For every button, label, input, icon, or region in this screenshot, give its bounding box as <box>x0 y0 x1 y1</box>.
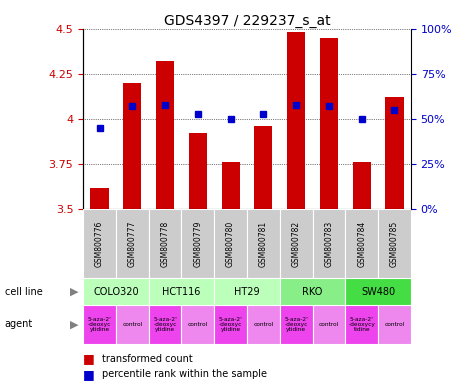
Text: COLO320: COLO320 <box>93 287 139 297</box>
Bar <box>181 209 214 278</box>
Text: GSM800777: GSM800777 <box>128 221 137 267</box>
Text: GSM800784: GSM800784 <box>357 221 366 267</box>
Bar <box>222 162 239 209</box>
Bar <box>280 209 313 278</box>
Text: 5-aza-2'
-deoxyc
ytidine: 5-aza-2' -deoxyc ytidine <box>218 316 243 333</box>
Bar <box>116 305 149 344</box>
Bar <box>313 305 345 344</box>
Text: ■: ■ <box>83 353 95 366</box>
Text: RKO: RKO <box>303 287 323 297</box>
Bar <box>83 209 116 278</box>
Bar <box>345 209 378 278</box>
Text: ▶: ▶ <box>70 319 78 329</box>
Bar <box>83 278 149 305</box>
Text: ■: ■ <box>83 368 95 381</box>
Text: GSM800781: GSM800781 <box>259 221 268 267</box>
Text: GSM800776: GSM800776 <box>95 221 104 267</box>
Text: cell line: cell line <box>5 287 42 297</box>
Bar <box>378 305 411 344</box>
Text: transformed count: transformed count <box>102 354 193 364</box>
Bar <box>91 188 108 209</box>
Bar <box>247 305 280 344</box>
Text: GSM800780: GSM800780 <box>226 221 235 267</box>
Bar <box>116 209 149 278</box>
Text: HT29: HT29 <box>234 287 260 297</box>
Bar <box>214 278 280 305</box>
Text: 5-aza-2'
-deoxyc
ytidine: 5-aza-2' -deoxyc ytidine <box>284 316 308 333</box>
Text: agent: agent <box>5 319 33 329</box>
Text: SW480: SW480 <box>361 287 395 297</box>
Title: GDS4397 / 229237_s_at: GDS4397 / 229237_s_at <box>164 14 330 28</box>
Bar <box>287 32 305 209</box>
Bar <box>83 305 116 344</box>
Bar <box>149 278 214 305</box>
Bar <box>214 209 247 278</box>
Text: control: control <box>122 322 142 327</box>
Text: HCT116: HCT116 <box>162 287 200 297</box>
Text: percentile rank within the sample: percentile rank within the sample <box>102 369 267 379</box>
Text: control: control <box>384 322 405 327</box>
Text: control: control <box>253 322 274 327</box>
Bar <box>353 162 370 209</box>
Bar <box>156 61 174 209</box>
Text: GSM800785: GSM800785 <box>390 221 399 267</box>
Bar <box>124 83 141 209</box>
Bar <box>280 305 313 344</box>
Bar <box>247 209 280 278</box>
Bar <box>149 305 181 344</box>
Bar <box>313 209 345 278</box>
Text: 5-aza-2'
-deoxyc
ytidine: 5-aza-2' -deoxyc ytidine <box>87 316 112 333</box>
Text: GSM800779: GSM800779 <box>193 221 202 267</box>
Text: control: control <box>188 322 208 327</box>
Bar <box>320 38 338 209</box>
Text: control: control <box>319 322 339 327</box>
Bar <box>378 209 411 278</box>
Bar <box>345 278 411 305</box>
Bar <box>255 126 272 209</box>
Bar <box>345 305 378 344</box>
Text: GSM800783: GSM800783 <box>324 221 333 267</box>
Bar <box>149 209 181 278</box>
Bar <box>280 278 345 305</box>
Bar <box>214 305 247 344</box>
Bar <box>181 305 214 344</box>
Text: GSM800782: GSM800782 <box>292 221 301 267</box>
Bar <box>386 98 403 209</box>
Text: GSM800778: GSM800778 <box>161 221 170 267</box>
Bar <box>189 134 207 209</box>
Text: 5-aza-2'
-deoxycy
tidine: 5-aza-2' -deoxycy tidine <box>348 316 375 333</box>
Text: 5-aza-2'
-deoxyc
ytidine: 5-aza-2' -deoxyc ytidine <box>153 316 177 333</box>
Text: ▶: ▶ <box>70 287 78 297</box>
